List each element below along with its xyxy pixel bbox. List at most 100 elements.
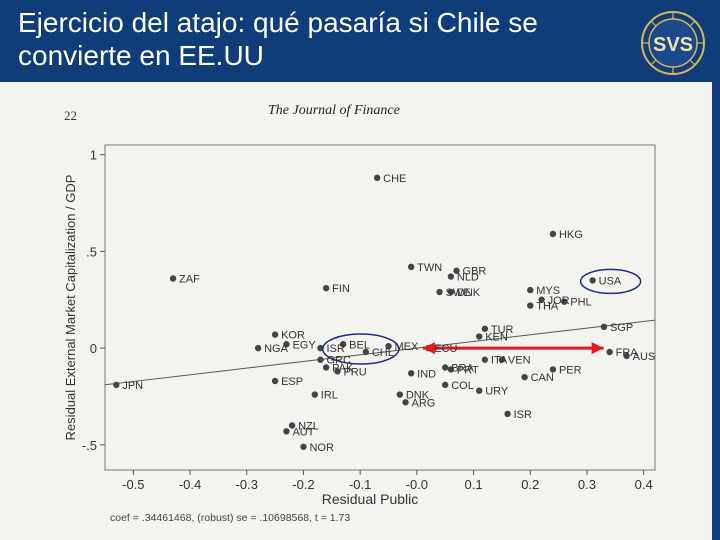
point-label-dnk: DNK (457, 287, 481, 299)
data-point-hkg (549, 230, 557, 238)
point-label-kor: KOR (281, 330, 305, 342)
point-label-tur: TUR (491, 324, 514, 336)
point-label-col: COL (451, 380, 474, 392)
data-point-kor (271, 331, 279, 338)
data-point-jor (538, 296, 545, 303)
page-number: 22 (64, 108, 77, 123)
data-point-nor (300, 443, 307, 450)
data-point-mys (527, 286, 534, 294)
point-label-hkg: HKG (559, 229, 583, 241)
point-label-ury: URY (485, 386, 509, 398)
plot-frame (104, 144, 656, 471)
x-tick-label: -0.2 (292, 477, 314, 492)
data-point-ury (476, 387, 483, 394)
data-point-irl (311, 391, 318, 398)
point-label-che: CHE (383, 173, 406, 185)
svs-logo-text: SVS (653, 34, 693, 56)
data-point-can (521, 373, 528, 381)
x-tick-label: -0.1 (349, 477, 371, 492)
point-label-phl: PHL (570, 297, 591, 309)
fit-line (104, 319, 656, 386)
data-point-mex (385, 342, 392, 350)
point-label-dnk: DNK (406, 390, 430, 402)
data-point-nga (254, 344, 262, 352)
point-label-fin: FIN (332, 283, 350, 295)
data-point-fra (606, 348, 613, 356)
data-point-zaf (169, 275, 177, 282)
x-tick-label: -0.5 (122, 477, 144, 492)
data-point-ind (407, 370, 415, 377)
point-label-jpn: JPN (122, 380, 143, 392)
data-point-aut (283, 428, 290, 435)
data-point-ita (481, 356, 489, 363)
data-point-esp (271, 377, 279, 385)
data-point-usa (589, 277, 596, 284)
x-tick-label: 0.4 (635, 477, 653, 492)
point-label-tha: THA (536, 301, 559, 313)
y-tick-label: 1 (90, 148, 97, 163)
data-point-phl (561, 298, 568, 305)
data-point-swe (436, 288, 443, 296)
point-label-chl: CHL (372, 347, 394, 359)
x-tick-label: 0.1 (465, 477, 483, 492)
data-point-ven (498, 356, 506, 363)
chile-highlight-ellipse (322, 333, 400, 365)
point-label-bel: BEL (349, 339, 370, 351)
point-label-jor: JOR (548, 295, 570, 307)
point-label-isr: ISR (514, 409, 532, 421)
point-label-usa: USA (599, 275, 622, 287)
data-point-twn (407, 263, 415, 271)
data-point-prt (447, 366, 455, 373)
point-label-nga: NGA (264, 343, 289, 355)
data-point-per (549, 366, 557, 373)
slide-title: Ejercicio del atajo: qué pasaría si Chil… (18, 7, 538, 71)
point-label-can: CAN (531, 372, 554, 384)
data-point-pak (322, 364, 330, 371)
data-point-aus (623, 352, 630, 360)
data-point-tha (527, 302, 534, 309)
data-point-grc (317, 356, 324, 363)
point-label-ken: KEN (485, 332, 508, 344)
point-label-prt: PRT (457, 364, 479, 376)
data-point-che (373, 174, 381, 182)
y-tick-label: -.5 (82, 438, 97, 453)
data-point-isr (317, 344, 324, 352)
x-axis-title: Residual Public (322, 491, 419, 507)
point-label-egy: EGY (292, 339, 316, 351)
data-point-gbr (453, 267, 460, 274)
point-label-bra: BRA (451, 362, 474, 374)
point-label-nzl: NZL (298, 421, 319, 433)
data-point-nld (447, 273, 455, 280)
point-label-nld: NLD (457, 272, 479, 284)
usa-highlight-ellipse (579, 268, 642, 295)
point-label-gbr: GBR (463, 266, 487, 278)
x-tick-label: -0.3 (236, 477, 258, 492)
point-label-mex: MEX (395, 341, 420, 353)
point-label-arg: ARG (412, 397, 436, 409)
x-tick-label: -0.0 (406, 477, 428, 492)
x-tick-label: 0.2 (521, 477, 539, 492)
data-point-ken (476, 333, 483, 340)
point-label-ven: VEN (508, 355, 531, 367)
data-point-bra (442, 364, 449, 371)
data-point-isr (504, 410, 511, 418)
point-label-aut: AUT (292, 426, 314, 438)
point-label-twn: TWN (417, 262, 442, 274)
data-point-col (442, 381, 449, 389)
point-label-zaf: ZAF (179, 273, 200, 285)
data-point-nzl (288, 422, 296, 429)
data-point-dnk (396, 391, 404, 398)
point-label-aus: AUS (633, 351, 656, 363)
slide-header (0, 0, 720, 82)
x-tick-label: -0.4 (179, 477, 201, 492)
journal-header: The Journal of Finance (268, 103, 400, 118)
arrow-head-left (422, 342, 435, 355)
point-label-fra: FRA (616, 347, 639, 359)
point-label-pru: PRU (343, 366, 366, 378)
x-tick-label: 0.3 (578, 477, 596, 492)
point-label-irl: IRL (321, 390, 338, 402)
arrow-head-right (591, 342, 604, 355)
data-point-tur (481, 325, 489, 332)
svs-logo: SVS (641, 11, 705, 75)
